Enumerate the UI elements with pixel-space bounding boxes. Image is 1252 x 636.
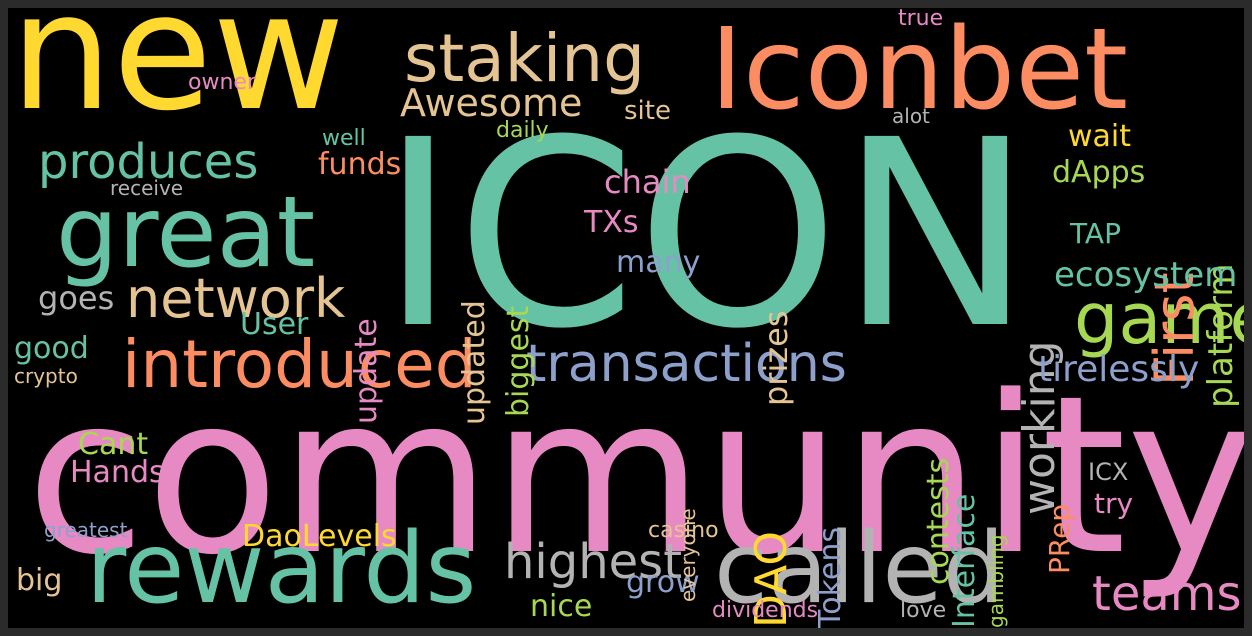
word-new: new: [10, 8, 345, 147]
word-casino: casino: [648, 518, 719, 543]
word-ecosystem: ecosystem: [1054, 255, 1238, 295]
word-cloud: ICON community new Iconbet staking Aweso…: [8, 8, 1244, 628]
word-greatest: greatest: [44, 518, 128, 542]
word-icon: ICON: [380, 85, 1033, 385]
word-interface: Interface: [947, 493, 982, 628]
word-dapps: dApps: [1052, 155, 1146, 190]
word-well: well: [322, 126, 366, 151]
word-introduced: introduced: [122, 326, 477, 403]
word-grow: grow: [626, 565, 700, 600]
word-network: network: [126, 267, 346, 330]
word-transactions: transactions: [526, 334, 847, 394]
word-many: many: [616, 245, 701, 280]
word-receive: receive: [110, 176, 184, 200]
word-txs: TXs: [584, 205, 639, 240]
word-chain: chain: [604, 163, 691, 201]
word-alot: alot: [892, 104, 930, 128]
word-tirelessly: tirelessly: [1038, 349, 1200, 390]
word-gambling: gambling: [984, 534, 1008, 628]
word-wait: wait: [1068, 119, 1132, 154]
word-goes: goes: [38, 279, 115, 317]
word-everyone: everyone: [676, 508, 700, 602]
word-daolevels: DaoLevels: [242, 519, 397, 554]
word-prep: PRep: [1043, 503, 1076, 574]
word-cant: Cant: [78, 427, 149, 462]
word-updated: updated: [457, 300, 492, 425]
word-tokens: Tokens: [813, 527, 848, 628]
word-true: true: [898, 8, 944, 31]
word-called: called: [714, 512, 1005, 626]
word-tap: TAP: [1070, 217, 1121, 250]
word-crypto: crypto: [14, 364, 78, 388]
word-great: great: [56, 176, 316, 290]
word-biggest: biggest: [501, 305, 536, 417]
word-big: big: [16, 563, 63, 598]
word-prizes: prizes: [757, 310, 795, 406]
word-community: community: [26, 350, 1244, 603]
word-try: try: [1094, 487, 1134, 520]
word-iconbet: Iconbet: [710, 8, 1129, 135]
word-owner: owner: [188, 70, 256, 95]
word-awesome: Awesome: [400, 81, 583, 125]
word-nice: nice: [530, 589, 593, 624]
word-daily: daily: [496, 118, 549, 143]
word-user: User: [240, 307, 309, 342]
word-rewards: rewards: [86, 512, 477, 626]
word-staking: staking: [404, 20, 645, 97]
word-game: game: [1074, 278, 1244, 360]
word-highest: highest: [504, 534, 683, 590]
word-dividends: dividends: [712, 598, 819, 623]
word-funds: funds: [318, 147, 402, 182]
word-love: love: [900, 598, 947, 623]
word-teams: teams: [1092, 566, 1242, 622]
word-site: site: [624, 96, 671, 126]
word-good: good: [14, 331, 89, 366]
word-icx: ICX: [1088, 458, 1129, 486]
word-hands: Hands: [70, 455, 165, 490]
word-update: update: [349, 318, 384, 424]
word-produces: produces: [38, 134, 259, 190]
